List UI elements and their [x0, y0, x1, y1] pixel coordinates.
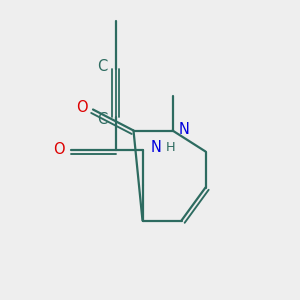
Text: H: H: [165, 141, 175, 154]
Text: C: C: [97, 112, 107, 127]
Text: C: C: [97, 59, 107, 74]
Text: N: N: [178, 122, 189, 136]
Text: N: N: [151, 140, 161, 155]
Text: O: O: [53, 142, 65, 158]
Text: O: O: [76, 100, 87, 116]
